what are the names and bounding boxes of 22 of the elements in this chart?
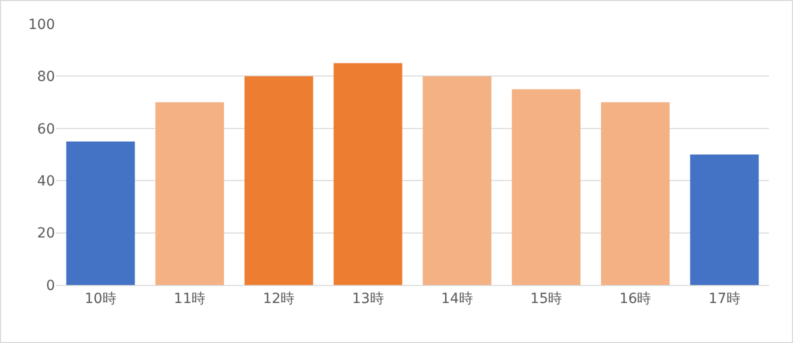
x-tick-label: 11時 <box>174 290 206 307</box>
y-tick-label: 60 <box>37 121 55 138</box>
bar <box>155 102 224 285</box>
x-tick-label: 16時 <box>619 290 652 307</box>
bar <box>512 89 580 285</box>
x-tick-label: 17時 <box>708 290 740 307</box>
x-tick-label: 15時 <box>530 290 562 307</box>
y-tick-label: 20 <box>37 226 55 242</box>
bar <box>244 76 314 285</box>
bar <box>601 102 670 285</box>
bar <box>334 63 402 285</box>
x-tick-label: 12時 <box>262 290 295 307</box>
y-tick-label: 100 <box>28 16 55 33</box>
x-tick-label: 13時 <box>352 290 384 307</box>
x-tick-label: 14時 <box>441 290 473 307</box>
bar <box>422 76 492 285</box>
x-tick-label: 10時 <box>84 290 116 307</box>
bar <box>66 141 135 285</box>
y-tick-label: 0 <box>46 278 55 294</box>
y-tick-label: 80 <box>37 69 55 86</box>
y-tick-label: 40 <box>37 174 55 190</box>
bar <box>690 154 759 285</box>
